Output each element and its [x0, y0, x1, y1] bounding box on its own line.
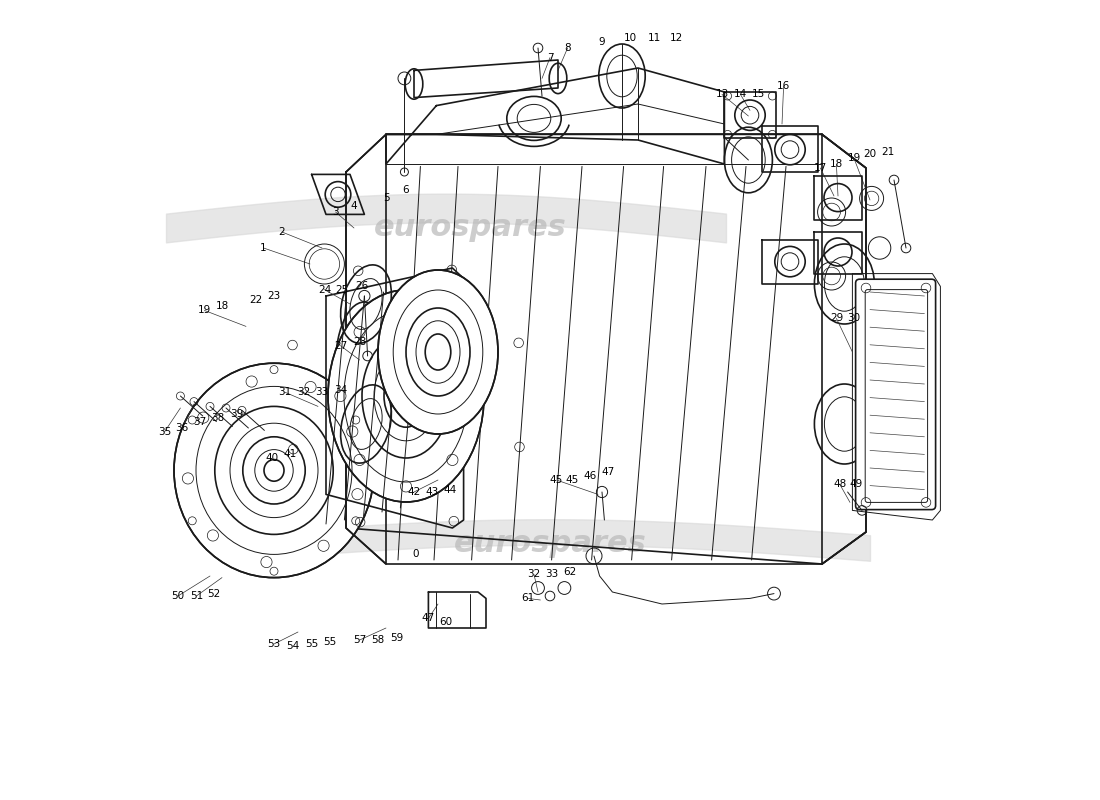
Text: 5: 5	[383, 194, 389, 203]
Text: 18: 18	[216, 301, 229, 310]
Text: 47: 47	[602, 467, 615, 477]
Text: 34: 34	[333, 385, 346, 394]
Text: 33: 33	[316, 387, 329, 397]
Text: 43: 43	[425, 487, 438, 497]
Text: 29: 29	[829, 314, 843, 323]
Text: 19: 19	[198, 306, 211, 315]
Text: 62: 62	[563, 567, 576, 577]
Text: 51: 51	[190, 591, 204, 601]
Text: 59: 59	[389, 634, 403, 643]
Text: 7: 7	[547, 53, 553, 62]
Text: 33: 33	[544, 570, 558, 579]
Text: 24: 24	[318, 285, 331, 294]
Text: 22: 22	[249, 295, 262, 305]
Text: 44: 44	[443, 485, 456, 494]
Text: 30: 30	[847, 314, 860, 323]
Text: 19: 19	[847, 154, 860, 163]
Text: 57: 57	[353, 635, 366, 645]
Ellipse shape	[378, 270, 498, 434]
Text: 11: 11	[648, 34, 661, 43]
Text: 55: 55	[305, 639, 318, 649]
Text: 6: 6	[403, 186, 409, 195]
Text: 38: 38	[211, 413, 224, 422]
Text: 18: 18	[829, 159, 843, 169]
Text: 37: 37	[192, 418, 206, 427]
Text: 21: 21	[881, 147, 894, 157]
Text: 14: 14	[734, 90, 747, 99]
Text: 45: 45	[565, 475, 579, 485]
Text: 39: 39	[230, 410, 243, 419]
Text: 12: 12	[670, 34, 683, 43]
Text: eurospares: eurospares	[374, 214, 566, 242]
Text: 41: 41	[284, 450, 297, 459]
Text: 55: 55	[323, 638, 337, 647]
Text: 2: 2	[278, 227, 285, 237]
Text: 16: 16	[777, 82, 790, 91]
Text: 1: 1	[261, 243, 267, 253]
Text: 27: 27	[333, 341, 346, 350]
Text: 40: 40	[265, 454, 278, 463]
Text: 36: 36	[175, 423, 188, 433]
Text: 60: 60	[439, 618, 452, 627]
Text: 32: 32	[527, 570, 540, 579]
Text: 23: 23	[267, 291, 280, 301]
Text: 47: 47	[421, 614, 434, 623]
Text: 53: 53	[267, 639, 280, 649]
Text: 0: 0	[412, 549, 419, 558]
Text: 48: 48	[833, 479, 846, 489]
Text: 26: 26	[355, 281, 368, 290]
Text: 13: 13	[715, 90, 728, 99]
Text: 58: 58	[372, 635, 385, 645]
Text: 45: 45	[550, 475, 563, 485]
Text: 50: 50	[172, 591, 185, 601]
Text: 46: 46	[583, 471, 596, 481]
Text: 61: 61	[521, 594, 535, 603]
Text: 25: 25	[336, 285, 349, 294]
Text: 20: 20	[864, 150, 877, 159]
Text: 31: 31	[278, 387, 292, 397]
Ellipse shape	[328, 290, 484, 502]
Text: 4: 4	[351, 202, 358, 211]
Text: eurospares: eurospares	[454, 530, 647, 558]
Ellipse shape	[174, 363, 374, 578]
FancyBboxPatch shape	[856, 279, 936, 510]
Text: 15: 15	[751, 90, 764, 99]
Text: 9: 9	[598, 37, 605, 46]
Text: 17: 17	[814, 163, 827, 173]
Text: 3: 3	[332, 207, 339, 217]
Text: 49: 49	[850, 479, 864, 489]
Text: 32: 32	[297, 387, 310, 397]
Text: 35: 35	[157, 427, 170, 437]
Text: 28: 28	[353, 337, 366, 346]
Text: 52: 52	[208, 590, 221, 599]
Text: 54: 54	[286, 642, 299, 651]
Text: 42: 42	[407, 487, 420, 497]
Text: 10: 10	[624, 34, 637, 43]
Text: 8: 8	[564, 43, 571, 53]
